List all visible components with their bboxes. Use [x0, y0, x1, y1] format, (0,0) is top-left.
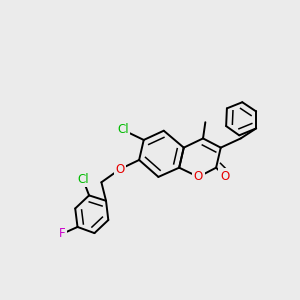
Text: F: F: [59, 227, 65, 240]
Text: Cl: Cl: [117, 123, 129, 136]
Text: O: O: [194, 170, 203, 183]
Text: O: O: [220, 169, 229, 183]
Text: Cl: Cl: [77, 173, 89, 186]
Text: O: O: [115, 163, 124, 176]
